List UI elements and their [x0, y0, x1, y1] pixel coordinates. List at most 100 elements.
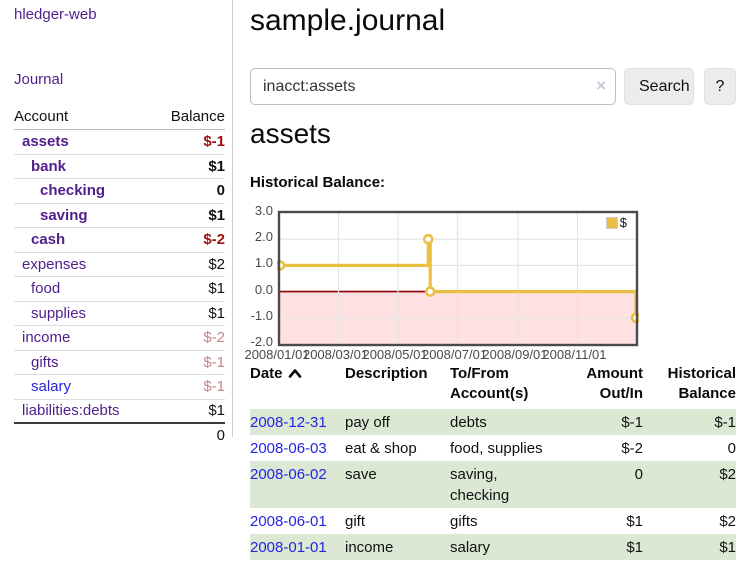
- transaction-date-link[interactable]: 2008-01-01: [250, 538, 327, 556]
- account-balance: $1: [208, 206, 225, 224]
- x-tick-label: 2008/01/01: [244, 347, 310, 362]
- column-header-date[interactable]: Date: [250, 364, 345, 409]
- accounts-cell: food, supplies: [450, 439, 543, 457]
- balance-cell: 0: [727, 439, 736, 457]
- transaction-date-link[interactable]: 2008-12-31: [250, 413, 327, 431]
- description-cell: pay off: [345, 413, 390, 431]
- accounts-total-value: 0: [216, 427, 225, 444]
- account-link[interactable]: food: [31, 280, 61, 298]
- register-row: 2008-01-01 income salary $1 $1: [250, 534, 736, 560]
- y-tick-label: 3.0: [254, 203, 273, 218]
- chart-title: Historical Balance:: [250, 174, 386, 191]
- y-tick-label: 0.0: [254, 281, 273, 297]
- column-header-accounts[interactable]: To/From Account(s): [450, 365, 529, 402]
- amount-cell: $-1: [621, 413, 643, 431]
- account-balance: $1: [208, 157, 225, 175]
- balance-cell: $1: [719, 538, 736, 556]
- account-balance: $-1: [203, 378, 225, 396]
- transaction-date-link[interactable]: 2008-06-01: [250, 512, 327, 530]
- accounts-table-header: Account Balance: [14, 103, 225, 130]
- account-link[interactable]: supplies: [31, 304, 87, 322]
- balance-cell: $2: [719, 465, 736, 483]
- sort-ascending-icon: [288, 364, 302, 384]
- amount-cell: 0: [634, 465, 643, 483]
- account-balance: $-2: [203, 329, 225, 347]
- transaction-date-link[interactable]: 2008-06-03: [250, 439, 327, 457]
- account-page-title: assets: [250, 118, 331, 149]
- account-balance: $2: [208, 255, 225, 273]
- y-tick-label: -1.0: [250, 307, 273, 323]
- x-tick-label: 2008/11/01: [542, 347, 607, 362]
- historical-balance-chart: 3.0 2.0 1.0 0.0 -1.0 -2.0 2008/01/01 2008/03/01…: [244, 203, 720, 363]
- account-balance: $-1: [203, 353, 225, 371]
- date-cell: 2008-06-03: [250, 435, 345, 461]
- legend-label: $: [619, 215, 627, 230]
- date-cell: 2008-01-01: [250, 534, 345, 560]
- account-link[interactable]: checking: [40, 182, 106, 200]
- accounts-cell: debts: [450, 413, 487, 431]
- sidebar-account-row: income $-2: [14, 326, 225, 351]
- column-header-amount[interactable]: Amount Out/In: [586, 365, 643, 402]
- sidebar-account-row: bank $1: [14, 155, 225, 179]
- account-link[interactable]: liabilities:debts: [22, 402, 120, 420]
- account-link[interactable]: gifts: [31, 353, 59, 371]
- account-balance: $1: [208, 402, 225, 420]
- accounts-cell: gifts: [450, 512, 478, 530]
- accounts-table: Account Balance assets $-1 bank $1 checking 0…: [14, 103, 225, 447]
- sidebar-account-row: assets $-1: [14, 130, 225, 155]
- x-tick-label: 2008/03/01: [302, 347, 369, 362]
- x-tick-label: 2008/07/01: [421, 347, 488, 362]
- y-tick-label: 1.0: [254, 255, 273, 271]
- register-header-row: Date Description To/From Account(s) Amou…: [250, 364, 736, 409]
- x-tick-label: 2008/05/01: [362, 347, 428, 362]
- sidebar: hledger-web Journal Account Balance asse…: [0, 0, 233, 444]
- help-button[interactable]: ?: [704, 68, 736, 105]
- account-balance: $1: [208, 280, 225, 298]
- search-button[interactable]: Search: [624, 68, 694, 105]
- balance-column-header: Balance: [170, 108, 225, 125]
- search-form: × Search ?: [250, 68, 736, 105]
- register-table: Date Description To/From Account(s) Amou…: [250, 364, 736, 560]
- account-link[interactable]: cash: [31, 231, 66, 249]
- description-cell: gift: [345, 512, 366, 530]
- date-cell: 2008-06-02: [250, 461, 345, 508]
- clear-search-icon[interactable]: ×: [596, 76, 606, 95]
- date-cell: 2008-06-01: [250, 508, 345, 534]
- y-tick-label: -2.0: [250, 334, 273, 349]
- app-brand-link[interactable]: hledger-web: [14, 6, 97, 23]
- sidebar-account-row: liabilities:debts $1: [14, 400, 225, 424]
- description-cell: eat & shop: [345, 439, 417, 457]
- accounts-cell: saving, checking: [450, 465, 510, 504]
- register-row: 2008-06-02 save saving, checking 0 $2: [250, 461, 736, 508]
- accounts-cell: salary: [450, 538, 491, 556]
- account-link[interactable]: assets: [22, 133, 69, 151]
- account-link[interactable]: salary: [31, 378, 72, 396]
- column-header-description[interactable]: Description: [345, 365, 428, 382]
- x-tick-label: 2008/09/01: [482, 347, 548, 362]
- register-row: 2008-12-31 pay off debts $-1 $-1: [250, 409, 736, 435]
- register-row: 2008-06-01 gift gifts $1 $2: [250, 508, 736, 534]
- amount-cell: $1: [626, 538, 643, 556]
- transaction-date-link[interactable]: 2008-06-02: [250, 465, 327, 483]
- amount-cell: $-2: [621, 439, 643, 457]
- column-header-balance[interactable]: Historical Balance: [667, 365, 736, 402]
- sidebar-account-row: checking 0: [14, 179, 225, 204]
- account-link[interactable]: saving: [40, 206, 88, 224]
- amount-cell: $1: [626, 512, 643, 530]
- search-input[interactable]: [250, 68, 616, 105]
- account-link[interactable]: expenses: [22, 255, 87, 273]
- chart-legend: $: [605, 215, 627, 230]
- sidebar-account-row: food $1: [14, 277, 225, 302]
- sidebar-item-journal[interactable]: Journal: [14, 71, 64, 88]
- sidebar-account-row: cash $-2: [14, 228, 225, 253]
- account-link[interactable]: bank: [31, 157, 67, 175]
- date-header-label: Date: [250, 365, 283, 382]
- balance-cell: $-1: [714, 413, 736, 431]
- plot-area: [277, 210, 639, 347]
- account-balance: $-1: [203, 133, 225, 151]
- account-link[interactable]: income: [22, 329, 71, 347]
- sidebar-account-row: salary $-1: [14, 375, 225, 400]
- account-column-header: Account: [14, 108, 69, 125]
- account-balance: 0: [216, 182, 225, 200]
- sidebar-account-row: gifts $-1: [14, 351, 225, 375]
